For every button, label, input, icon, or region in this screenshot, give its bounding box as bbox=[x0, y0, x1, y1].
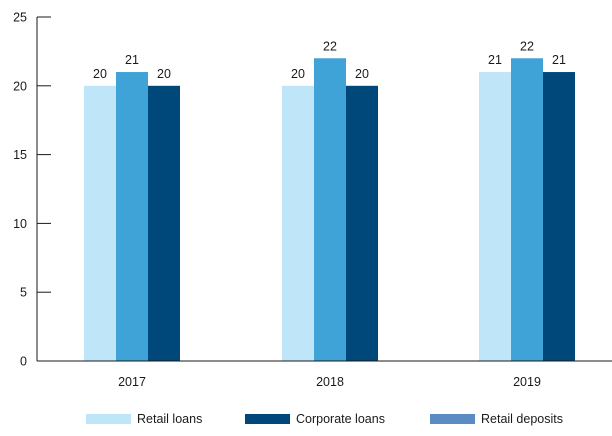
x-axis: 2017 2018 2019 bbox=[37, 360, 612, 389]
data-label-2017-2: 20 bbox=[157, 67, 171, 81]
data-label-2019-2: 21 bbox=[552, 53, 566, 67]
data-label-2018-1: 22 bbox=[323, 39, 337, 53]
legend-label-1: Corporate loans bbox=[296, 412, 385, 426]
data-label-2018-0: 20 bbox=[291, 67, 305, 81]
legend-item-1: Corporate loans bbox=[245, 412, 385, 426]
bar-2017-1 bbox=[116, 72, 148, 361]
data-label-2019-0: 21 bbox=[488, 53, 502, 67]
y-tick-label-3: 15 bbox=[13, 148, 27, 162]
y-tick-label-2: 10 bbox=[13, 217, 27, 231]
bar-2017-0 bbox=[84, 85, 116, 362]
y-axis: 0 5 10 15 20 25 bbox=[13, 11, 51, 369]
bar-2018-2 bbox=[346, 85, 378, 362]
y-tick-label-5: 25 bbox=[13, 11, 27, 25]
data-labels: 20 21 20 20 22 20 21 22 21 bbox=[93, 39, 566, 81]
legend-swatch-0 bbox=[86, 414, 131, 424]
bar-2018-1 bbox=[314, 58, 346, 361]
x-tick-label-1: 2018 bbox=[316, 375, 344, 389]
legend-label-0: Retail loans bbox=[137, 412, 203, 426]
legend-swatch-1 bbox=[245, 414, 290, 424]
legend-swatch-2 bbox=[430, 414, 475, 424]
bar-2019-0 bbox=[479, 72, 511, 361]
bar-2019-2 bbox=[543, 72, 575, 361]
data-label-2017-1: 21 bbox=[125, 53, 139, 67]
y-tick-label-1: 5 bbox=[20, 286, 27, 300]
bars bbox=[84, 58, 575, 362]
y-tick-label-4: 20 bbox=[13, 79, 27, 93]
x-tick-label-0: 2017 bbox=[118, 375, 146, 389]
y-tick-label-0: 0 bbox=[20, 355, 27, 369]
x-tick-label-2: 2019 bbox=[513, 375, 541, 389]
bar-2017-2 bbox=[148, 85, 180, 362]
legend-item-2: Retail deposits bbox=[430, 412, 563, 426]
data-label-2017-0: 20 bbox=[93, 67, 107, 81]
data-label-2018-2: 20 bbox=[355, 67, 369, 81]
data-label-2019-1: 22 bbox=[520, 39, 534, 53]
bar-2018-0 bbox=[282, 85, 314, 362]
legend: Retail loans Corporate loans Retail depo… bbox=[0, 412, 612, 436]
legend-item-0: Retail loans bbox=[86, 412, 202, 426]
legend-label-2: Retail deposits bbox=[481, 412, 563, 426]
bar-2019-1 bbox=[511, 58, 543, 361]
